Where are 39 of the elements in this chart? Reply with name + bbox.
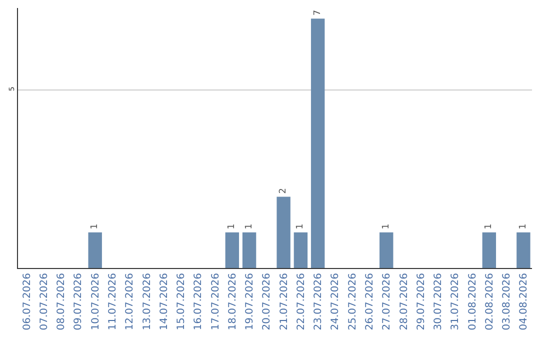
x-tick-label: 31.07.2026: [450, 273, 462, 330]
x-tick-label: 16.07.2026: [193, 273, 204, 330]
data-label: 1: [227, 224, 238, 230]
x-tick-label: 22.07.2026: [296, 273, 307, 330]
data-label: 1: [518, 224, 528, 230]
x-tick-label: 11.07.2026: [107, 273, 118, 330]
x-tick-label: 12.07.2026: [124, 273, 136, 330]
x-tick-label: 09.07.2026: [73, 273, 84, 330]
x-tick-label: 24.07.2026: [330, 273, 342, 330]
data-label: 1: [296, 224, 306, 230]
x-tick-label: 25.07.2026: [347, 273, 358, 330]
x-tick-label: 30.07.2026: [433, 273, 444, 330]
x-tick-label: 10.07.2026: [90, 273, 102, 330]
x-tick-label: 15.07.2026: [176, 273, 188, 330]
x-tick-label: 07.07.2026: [38, 273, 50, 330]
x-tick-label: 23.07.2026: [313, 273, 324, 330]
x-tick-label: 26.07.2026: [364, 273, 376, 330]
x-tick-label: 29.07.2026: [416, 273, 427, 330]
x-tick-label: 03.08.2026: [502, 273, 513, 330]
data-label: 2: [278, 188, 289, 194]
data-label: 7: [312, 10, 323, 16]
data-label: 1: [90, 224, 100, 230]
data-label: 1: [244, 224, 254, 230]
data-label: 1: [381, 224, 392, 230]
x-tick-label: 08.07.2026: [56, 273, 68, 330]
x-tick-label: 28.07.2026: [398, 273, 410, 330]
x-tick-label: 17.07.2026: [210, 273, 222, 330]
x-tick-label: 27.07.2026: [382, 273, 393, 330]
x-tick-label: 06.07.2026: [22, 273, 33, 330]
x-tick-label: 14.07.2026: [158, 273, 170, 330]
x-tick-label: 01.08.2026: [467, 273, 478, 330]
data-label: 1: [484, 224, 494, 230]
x-tick-label: 20.07.2026: [262, 273, 273, 330]
x-tick-label: 19.07.2026: [244, 273, 256, 330]
x-tick-label: 13.07.2026: [142, 273, 153, 330]
x-tick-label: 02.08.2026: [484, 273, 496, 330]
x-tick-label: 04.08.2026: [518, 273, 530, 330]
x-tick-label: 18.07.2026: [227, 273, 238, 330]
x-tick-label: 21.07.2026: [278, 273, 290, 330]
